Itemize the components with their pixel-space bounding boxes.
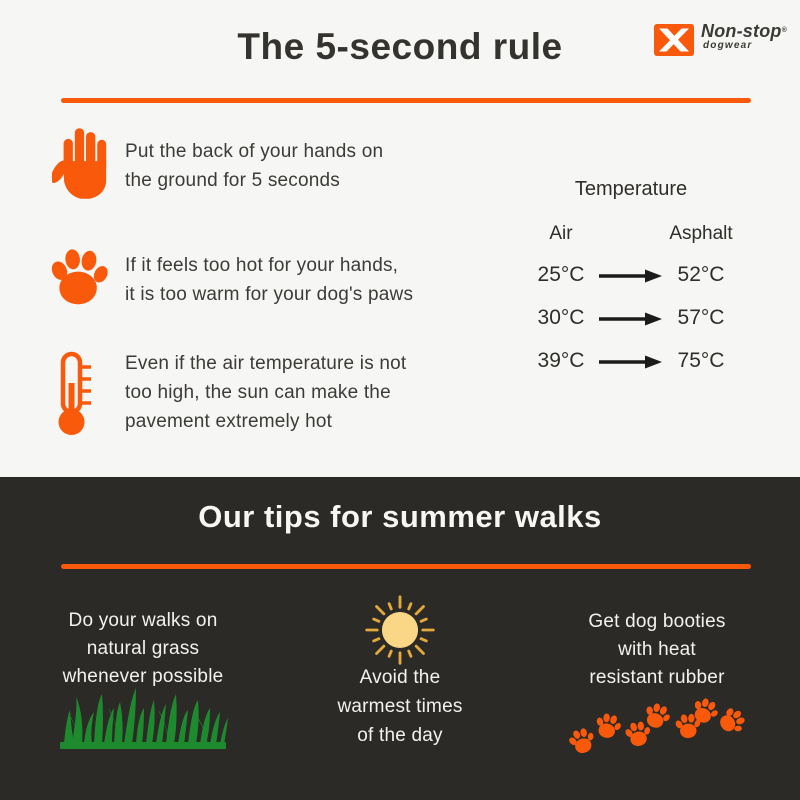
sun-icon (365, 595, 435, 665)
tips-section: Our tips for summer walks Do your walks … (0, 477, 800, 800)
air-temp-value: 30°C (537, 306, 585, 329)
asphalt-temp-value: 75°C (677, 349, 725, 372)
tip-3-text: Get dog booties with heat resistant rubb… (545, 608, 769, 692)
rule-2-text: If it feels too hot for your hands, it i… (125, 251, 413, 309)
grass-icon (60, 688, 228, 749)
tip-2-text: Avoid the warmest times of the day (290, 663, 510, 750)
brand-logo-icon (654, 24, 694, 56)
tip-2-line-1: Avoid the (359, 667, 441, 688)
tips-title: Our tips for summer walks (198, 499, 602, 534)
top-divider (61, 98, 751, 103)
table-row: 25°C 52°C (500, 261, 762, 289)
brand-subname: dogwear (703, 40, 753, 51)
column-header-asphalt: Asphalt (669, 223, 733, 244)
hand-icon (52, 128, 107, 199)
rule-1-line-2: the ground for 5 seconds (125, 170, 340, 191)
asphalt-temp-value: 52°C (677, 263, 725, 286)
temperature-table: Temperature Air Asphalt 25°C 52°C 30°C (500, 176, 762, 386)
paw-icon (50, 249, 108, 305)
tip-1-line-1: Do your walks on (68, 610, 218, 631)
rule-2-line-2: it is too warm for your dog's paws (125, 284, 414, 305)
tip-1-line-3: whenever possible (62, 666, 224, 687)
tip-2-line-3: of the day (357, 725, 443, 746)
top-section: Non-stop® dogwear The 5-second rule Put … (50, 22, 787, 436)
rule-2-line-1: If it feels too hot for your hands, (125, 255, 399, 276)
tip-3-line-2: with heat (618, 639, 696, 660)
brand-logo: Non-stop® dogwear (654, 22, 787, 56)
table-row: 39°C 75°C (500, 347, 762, 375)
rule-3-line-2: too high, the sun can make the (125, 382, 391, 403)
rule-3-text: Even if the air temperature is not too h… (125, 349, 406, 436)
rule-1-text: Put the back of your hands on the ground… (125, 137, 383, 195)
tip-1-text: Do your walks on natural grass whenever … (33, 607, 253, 691)
rule-3-line-3: pavement extremely hot (125, 411, 333, 432)
bottom-divider (61, 564, 751, 569)
brand-name: Non-stop (701, 21, 782, 41)
rule-1-line-1: Put the back of your hands on (125, 141, 384, 162)
tip-3-line-3: resistant rubber (589, 667, 725, 688)
tip-1-line-2: natural grass (86, 638, 200, 659)
brand-logo-text: Non-stop® dogwear (701, 22, 787, 51)
arrow-right-icon (599, 269, 662, 283)
asphalt-temp-value: 57°C (677, 306, 725, 329)
paw-prints-icon (560, 692, 760, 772)
page-title: The 5-second rule (237, 26, 563, 67)
paw-print-icon (714, 703, 750, 739)
rule-3-line-1: Even if the air temperature is not (125, 353, 407, 374)
arrow-right-icon (599, 355, 662, 369)
registered-mark: ® (781, 27, 787, 34)
temperature-table-title: Temperature (574, 178, 688, 200)
air-temp-value: 39°C (537, 349, 585, 372)
column-header-air: Air (549, 223, 573, 244)
arrow-right-icon (599, 312, 662, 326)
table-row: 30°C 57°C (500, 304, 762, 332)
thermometer-icon (58, 351, 91, 435)
tip-2-line-2: warmest times (337, 696, 463, 717)
air-temp-value: 25°C (537, 263, 585, 286)
paw-print-icon (593, 711, 623, 741)
temperature-table-header: Air Asphalt (500, 221, 762, 247)
tip-3-line-1: Get dog booties (588, 611, 726, 632)
